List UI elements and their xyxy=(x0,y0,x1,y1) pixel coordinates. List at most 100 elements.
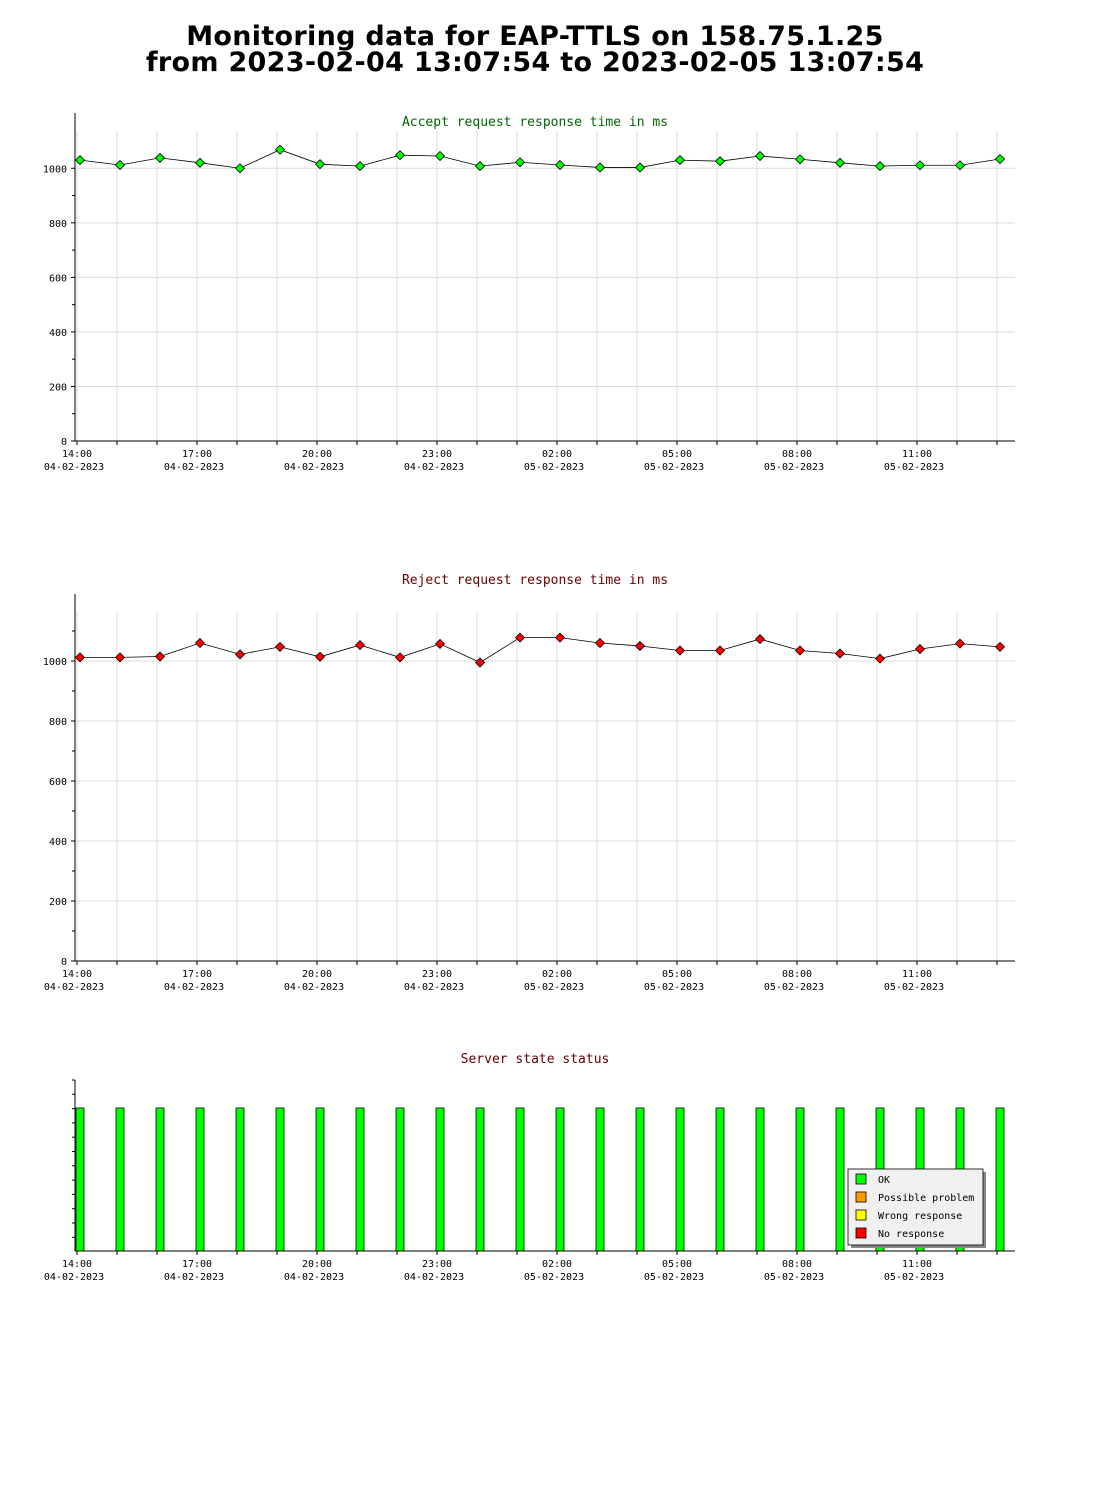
status-xtick-time: 23:00 xyxy=(422,1259,452,1270)
status-bar xyxy=(115,1107,125,1252)
accept-ytick-label: 600 xyxy=(49,273,67,284)
accept-data-point xyxy=(754,150,766,162)
reject-data-point xyxy=(874,653,886,664)
reject-ytick-label: 800 xyxy=(49,717,67,728)
status-chart: Server state status 14:00 04-02-2023 17:00 0… xyxy=(44,1052,1015,1283)
legend-label: Possible problem xyxy=(878,1193,974,1204)
legend-box xyxy=(847,1168,984,1246)
reject-xtick-time: 20:00 xyxy=(302,969,332,980)
accept-xtick-date: 05-02-2023 xyxy=(764,462,824,473)
reject-xtick-date: 04-02-2023 xyxy=(164,982,224,993)
status-bar xyxy=(235,1107,245,1252)
status-legend: OK Possible problem Wrong response No respo… xyxy=(847,1168,986,1248)
accept-data-point xyxy=(514,157,526,168)
accept-data-point xyxy=(194,157,206,168)
accept-xtick-time: 20:00 xyxy=(302,449,332,460)
legend-swatch xyxy=(855,1209,867,1221)
status-bar xyxy=(475,1107,485,1252)
status-bar xyxy=(395,1107,405,1252)
accept-xtick-time: 08:00 xyxy=(782,449,812,460)
status-bar xyxy=(355,1107,365,1252)
accept-data-point xyxy=(154,152,166,163)
accept-data-point xyxy=(74,155,86,166)
accept-xtick-date: 05-02-2023 xyxy=(524,462,584,473)
reject-xtick-date: 04-02-2023 xyxy=(44,982,104,993)
accept-data-point xyxy=(114,159,126,171)
accept-chart-title: Accept request response time in ms xyxy=(402,115,668,130)
status-chart-title: Server state status xyxy=(461,1052,610,1067)
status-xtick-time: 02:00 xyxy=(542,1259,572,1270)
reject-data-point xyxy=(194,637,206,649)
reject-data-point xyxy=(714,645,726,656)
accept-xtick-time: 17:00 xyxy=(182,449,212,460)
status-bar xyxy=(595,1107,605,1252)
reject-chart-title: Reject request response time in ms xyxy=(402,573,668,588)
accept-data-point xyxy=(714,156,726,167)
legend-swatch xyxy=(855,1227,867,1239)
status-bar xyxy=(835,1107,845,1252)
reject-data-point xyxy=(674,645,686,656)
status-bar xyxy=(515,1107,525,1252)
reject-data-point xyxy=(634,640,646,652)
accept-data-point xyxy=(914,160,926,171)
reject-data-point xyxy=(914,643,926,655)
reject-data-point xyxy=(314,651,326,662)
status-bar xyxy=(275,1107,285,1252)
accept-data-point xyxy=(234,163,246,174)
reject-xtick-time: 17:00 xyxy=(182,969,212,980)
reject-xtick-time: 08:00 xyxy=(782,969,812,980)
accept-data-point xyxy=(874,161,886,172)
reject-xtick-date: 05-02-2023 xyxy=(764,982,824,993)
accept-ytick-label: 800 xyxy=(49,219,67,230)
accept-xtick-date: 04-02-2023 xyxy=(164,462,224,473)
reject-xtick-date: 05-02-2023 xyxy=(524,982,584,993)
status-xtick-time: 11:00 xyxy=(902,1259,932,1270)
accept-xtick-time: 23:00 xyxy=(422,449,452,460)
accept-ytick-label: 400 xyxy=(49,328,67,339)
accept-xtick-time: 14:00 xyxy=(62,449,92,460)
status-xtick-date: 04-02-2023 xyxy=(44,1272,104,1283)
reject-xtick-time: 05:00 xyxy=(662,969,692,980)
accept-data-point xyxy=(994,153,1006,165)
accept-data-point xyxy=(954,160,966,171)
accept-xtick-date: 05-02-2023 xyxy=(644,462,704,473)
accept-data-point xyxy=(674,155,686,166)
accept-data-point xyxy=(794,154,806,165)
accept-xtick-date: 05-02-2023 xyxy=(884,462,944,473)
status-xtick-date: 05-02-2023 xyxy=(884,1272,944,1283)
reject-ytick-label: 0 xyxy=(61,957,67,968)
status-bar xyxy=(195,1107,205,1252)
reject-data-point xyxy=(594,637,606,649)
legend-label: Wrong response xyxy=(878,1211,962,1222)
reject-series-line xyxy=(80,637,1001,663)
reject-xtick-date: 05-02-2023 xyxy=(884,982,944,993)
reject-xtick-time: 23:00 xyxy=(422,969,452,980)
accept-xtick-time: 02:00 xyxy=(542,449,572,460)
page-title: Monitoring data for EAP-TTLS on 158.75.1… xyxy=(0,23,1070,76)
accept-data-point xyxy=(274,144,286,155)
accept-xtick-time: 11:00 xyxy=(902,449,932,460)
reject-data-point xyxy=(474,657,486,668)
status-xtick-date: 05-02-2023 xyxy=(764,1272,824,1283)
reject-data-point xyxy=(994,641,1006,652)
status-xtick-time: 17:00 xyxy=(182,1259,212,1270)
reject-ytick-label: 1000 xyxy=(43,657,67,668)
accept-xtick-date: 04-02-2023 xyxy=(44,462,104,473)
accept-data-point xyxy=(594,162,606,173)
status-xtick-date: 04-02-2023 xyxy=(284,1272,344,1283)
accept-ytick-label: 200 xyxy=(49,382,67,393)
reject-data-point xyxy=(234,649,246,660)
reject-ytick-label: 200 xyxy=(49,897,67,908)
status-bar xyxy=(715,1107,725,1252)
reject-chart: Reject request response time in ms 0 200 40… xyxy=(43,573,1015,993)
status-bar xyxy=(755,1107,765,1252)
status-xtick-date: 05-02-2023 xyxy=(644,1272,704,1283)
reject-data-point xyxy=(434,638,446,649)
accept-data-point xyxy=(474,161,486,172)
status-bar xyxy=(555,1107,565,1252)
reject-data-point xyxy=(74,652,86,663)
accept-xtick-time: 05:00 xyxy=(662,449,692,460)
status-xtick-date: 04-02-2023 xyxy=(164,1272,224,1283)
accept-data-point xyxy=(394,150,406,161)
